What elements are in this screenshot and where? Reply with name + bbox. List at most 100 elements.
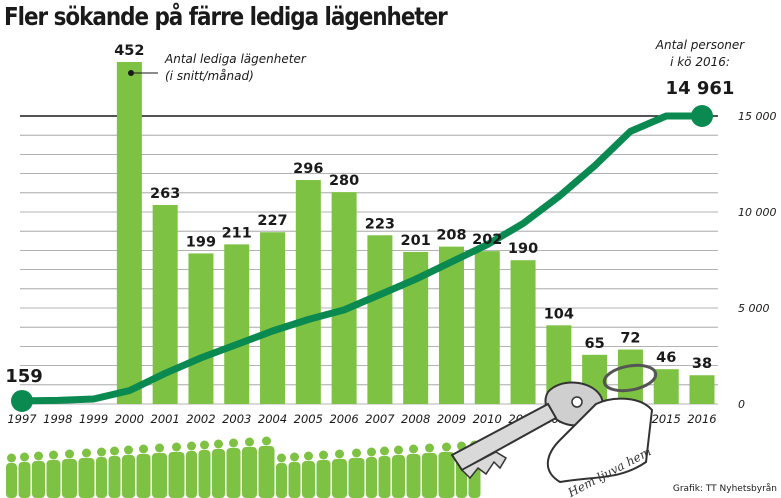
queue-start-marker (11, 389, 33, 412)
bar-labels-group: 452 263 199 211 227 296 280 223 201 208 202 190 104 6… (114, 43, 712, 372)
x-tick-label: 2002 (186, 412, 215, 426)
x-tick-label: 2007 (365, 412, 395, 426)
bar-value-label: 201 (401, 233, 431, 249)
person-body (136, 454, 151, 498)
bar-2000 (116, 62, 142, 404)
bar-2005 (295, 180, 321, 404)
bar-value-label: 46 (656, 350, 676, 366)
person-head (335, 449, 344, 459)
person-body (152, 453, 167, 498)
x-tick-label: 2003 (222, 412, 251, 426)
person-body (348, 458, 365, 498)
person-head (200, 440, 209, 450)
person-body (242, 447, 257, 498)
x-tick-label: 2008 (401, 412, 430, 426)
person-head (262, 436, 271, 446)
bar-2004 (260, 232, 286, 404)
person-head (380, 446, 389, 456)
person-body (168, 452, 185, 498)
person-head (277, 453, 286, 463)
bar-value-label: 190 (508, 241, 538, 257)
bar-2010 (474, 251, 500, 404)
bar-2015 (653, 369, 679, 404)
y-tick-label: 5 000 (738, 302, 770, 315)
person-body (46, 460, 61, 498)
queue-line-group (11, 105, 713, 412)
bars-legend-line2: (i snitt/månad) (165, 69, 254, 83)
person-body (316, 460, 331, 498)
person-body (378, 456, 391, 498)
bar-value-label: 65 (585, 336, 605, 352)
person-body (406, 454, 421, 498)
bars-group (116, 62, 715, 404)
person-head (319, 450, 328, 460)
y-tick-label: 10 000 (738, 206, 777, 219)
y-axis-ticks: 0 5 000 10 000 15 000 (738, 110, 777, 411)
person-head (110, 446, 119, 456)
person-body (186, 451, 197, 498)
person-head (34, 451, 43, 461)
x-tick-label: 2006 (329, 412, 358, 426)
bar-value-label: 72 (620, 331, 640, 347)
x-tick-label: 1999 (79, 412, 108, 426)
people-queue-illustration (6, 436, 481, 498)
person-head (394, 445, 403, 455)
person-head (214, 439, 223, 449)
person-body (62, 459, 77, 498)
bar-2016 (689, 375, 715, 404)
person-head (172, 442, 181, 452)
bar-2006 (331, 192, 357, 404)
x-tick-label: 2005 (294, 412, 323, 426)
person-head (245, 437, 254, 447)
person-head (20, 452, 29, 462)
queue-end-value: 14 961 (666, 78, 735, 99)
person-head (65, 449, 74, 459)
person-head (82, 448, 91, 458)
queue-label-line2: i kö 2016: (670, 55, 730, 69)
bar-value-label: 227 (257, 213, 287, 229)
bar-value-label: 280 (329, 173, 359, 189)
x-tick-label: 2004 (258, 412, 287, 426)
person-head (49, 450, 58, 460)
bar-2007 (367, 235, 393, 404)
y-tick-label: 0 (738, 398, 745, 411)
x-tick-label: 2016 (687, 412, 716, 426)
bar-value-label: 452 (114, 43, 144, 59)
x-tick-label: 2000 (115, 412, 144, 426)
person-body (258, 446, 275, 498)
person-body (18, 462, 31, 498)
bars-legend-line1: Antal lediga lägenheter (164, 52, 307, 66)
person-body (226, 448, 241, 498)
person-body (6, 463, 17, 498)
queue-start-value: 159 (5, 366, 43, 387)
x-tick-label: 1998 (43, 412, 72, 426)
person-head (290, 452, 299, 462)
bar-2011 (510, 260, 536, 404)
person-body (438, 452, 455, 498)
bar-2003 (224, 244, 250, 404)
bar-value-label: 223 (365, 216, 395, 232)
person-head (97, 447, 106, 457)
person-body (422, 453, 437, 498)
x-tick-label: 2015 (652, 412, 681, 426)
graphic-credit: Grafik: TT Nyhetsbyrån (672, 484, 777, 494)
person-head (229, 438, 238, 448)
person-head (139, 444, 148, 454)
queue-label-line1: Antal personer (655, 38, 746, 52)
bar-value-label: 104 (544, 306, 574, 322)
person-body (392, 455, 405, 498)
person-head (304, 451, 313, 461)
person-body (302, 461, 315, 498)
person-body (32, 461, 45, 498)
x-tick-label: 2009 (437, 412, 466, 426)
person-head (352, 448, 361, 458)
person-body (212, 449, 225, 498)
bar-2009 (438, 246, 464, 404)
person-body (288, 462, 301, 498)
bar-value-label: 38 (692, 356, 712, 372)
person-head (409, 444, 418, 454)
bar-2002 (188, 253, 214, 404)
person-body (122, 455, 135, 498)
chart-title: Fler sökande på färre lediga lägenheter (4, 2, 448, 31)
